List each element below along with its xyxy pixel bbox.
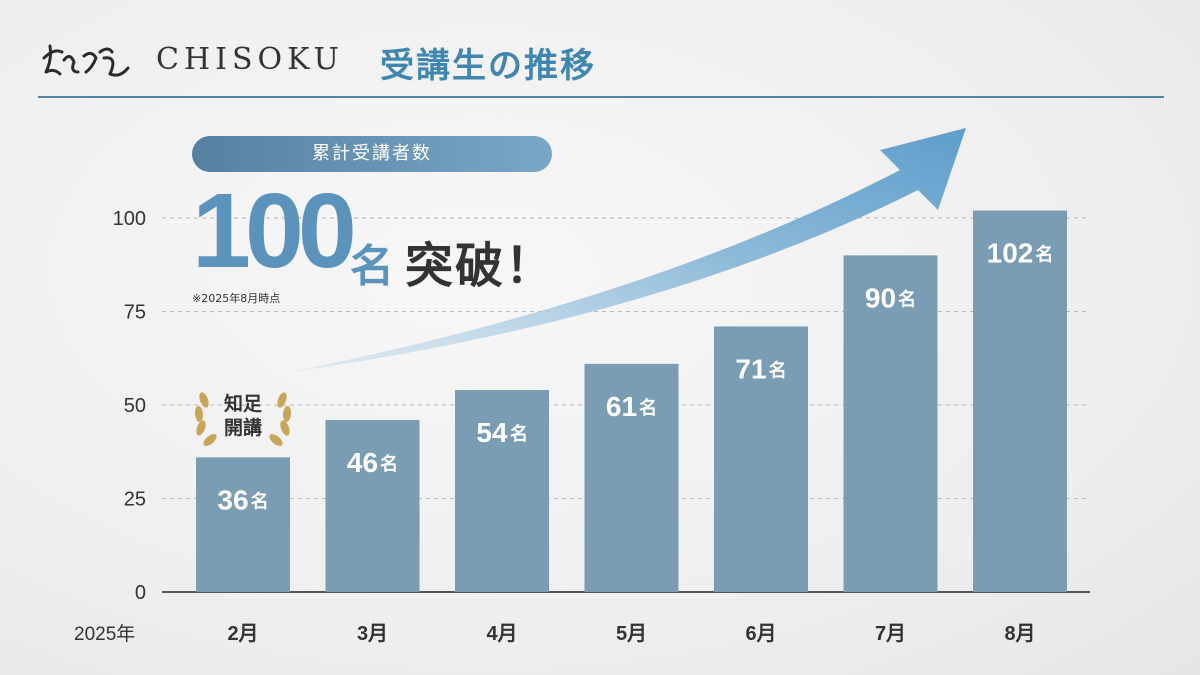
x-tick-label: 5月 <box>616 623 647 645</box>
calligraphy-logo-icon <box>42 44 130 77</box>
bar-4月 <box>455 390 549 592</box>
bar-value-label: 36 <box>217 484 248 515</box>
x-axis-year-label: 2025年 <box>74 623 135 645</box>
page-title: 受講生の推移 <box>380 46 596 86</box>
bar-value-label: 71 <box>735 353 766 384</box>
x-tick-label: 7月 <box>875 623 906 645</box>
bar-value-unit: 名 <box>769 359 787 380</box>
bar-value-label: 90 <box>865 282 896 313</box>
y-tick-label: 0 <box>135 582 146 604</box>
headline-number: 100 <box>192 172 357 290</box>
bar-2月 <box>196 457 290 592</box>
launch-badge-line2: 開講 <box>223 417 262 439</box>
bar-8月 <box>973 210 1067 592</box>
bar-value-label: 54 <box>476 417 508 448</box>
x-tick-label: 3月 <box>357 623 388 645</box>
growth-arrow-icon <box>290 128 966 372</box>
y-tick-label: 100 <box>113 208 146 230</box>
header: CHISOKU 受講生の推移 <box>0 0 1200 100</box>
bar-value-unit: 名 <box>380 453 398 474</box>
bar-value-unit: 名 <box>639 397 657 418</box>
bar-value-unit: 名 <box>251 490 269 511</box>
x-tick-label: 4月 <box>486 623 517 645</box>
x-tick-label: 6月 <box>745 623 776 645</box>
launch-badge: 知足 開講 <box>214 392 272 440</box>
bar-3月 <box>325 419 420 592</box>
cumulative-label-pill: 累計受講者数 <box>192 136 552 172</box>
launch-badge-line1: 知足 <box>223 393 262 415</box>
y-tick-label: 25 <box>124 489 146 511</box>
y-tick-label: 50 <box>124 395 146 417</box>
headline-unit: 名 <box>350 241 394 292</box>
bar-value-label: 46 <box>347 447 378 478</box>
bar-value-label: 102 <box>987 238 1034 269</box>
y-tick-label: 75 <box>124 302 146 324</box>
header-divider <box>38 96 1164 98</box>
bar-value-unit: 名 <box>898 288 916 309</box>
x-tick-label: 2月 <box>227 623 258 645</box>
brand-name: CHISOKU <box>156 42 344 77</box>
bar-value-unit: 名 <box>510 423 528 444</box>
bar-7月 <box>843 255 938 592</box>
bar-5月 <box>584 363 679 592</box>
bar-6月 <box>714 326 808 592</box>
as-of-note: ※2025年8月時点 <box>192 292 281 305</box>
x-tick-label: 8月 <box>1004 623 1035 645</box>
headline-suffix: 突破！ <box>405 238 556 294</box>
laurel-wreath-icon <box>194 392 292 446</box>
bar-value-label: 61 <box>606 391 637 422</box>
bar-value-unit: 名 <box>1035 244 1053 265</box>
